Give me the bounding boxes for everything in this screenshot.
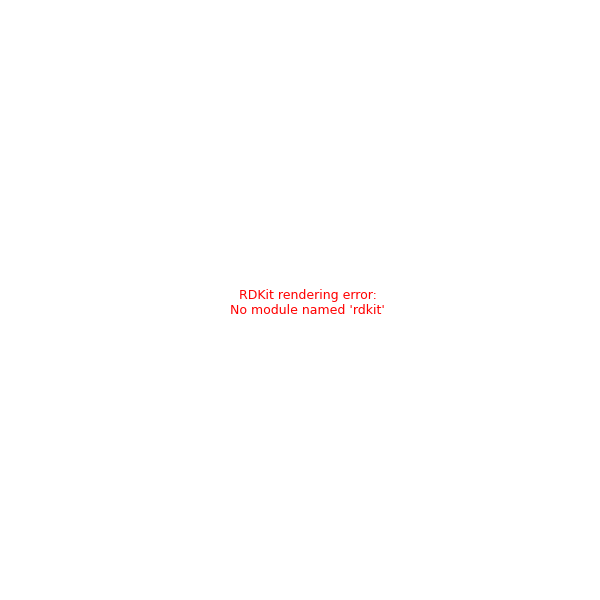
Text: RDKit rendering error:
No module named 'rdkit': RDKit rendering error: No module named '…: [230, 289, 385, 317]
